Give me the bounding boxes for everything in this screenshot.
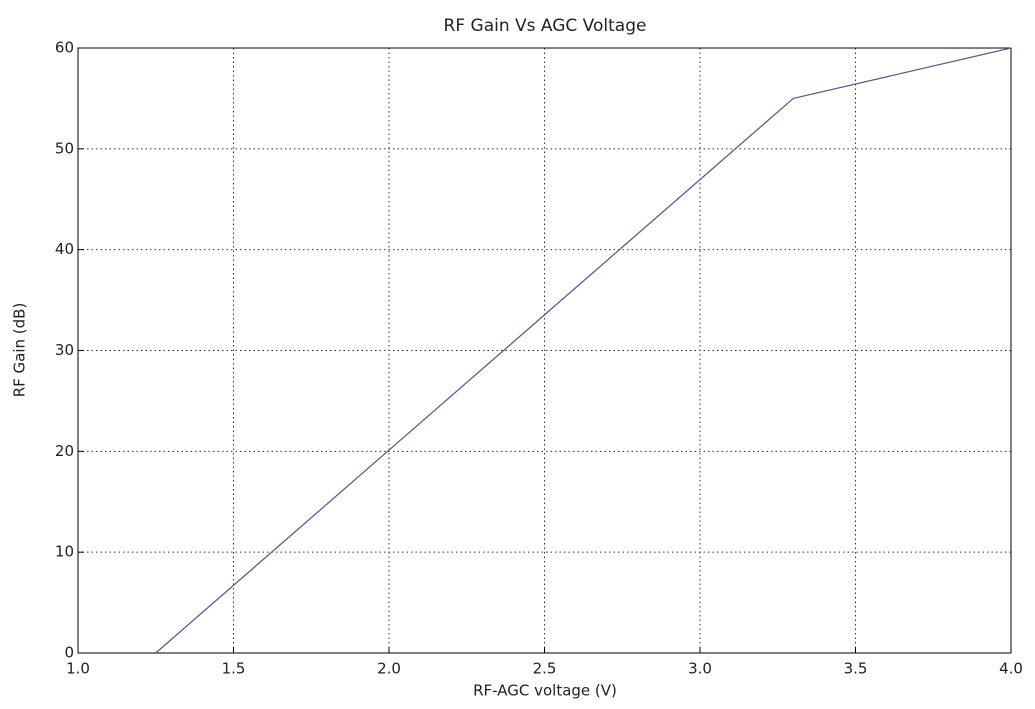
x-tick-label: 2.0 bbox=[377, 660, 401, 678]
y-tick-label: 50 bbox=[55, 139, 74, 157]
x-tick-label: 1.5 bbox=[222, 660, 246, 678]
y-tick-label: 40 bbox=[55, 240, 74, 258]
x-tick-label: 1.0 bbox=[66, 660, 90, 678]
data-line bbox=[155, 47, 1012, 654]
y-tick-label: 30 bbox=[55, 341, 74, 359]
y-tick-label: 60 bbox=[55, 39, 74, 57]
x-axis-label: RF-AGC voltage (V) bbox=[473, 682, 617, 700]
x-tick-label: 3.5 bbox=[844, 660, 868, 678]
x-tick-label: 3.0 bbox=[688, 660, 712, 678]
y-tick-label: 20 bbox=[55, 442, 74, 460]
y-tick-label: 0 bbox=[64, 644, 74, 662]
x-tick-label: 2.5 bbox=[533, 660, 557, 678]
y-tick-label: 10 bbox=[55, 543, 74, 561]
x-tick-label: 4.0 bbox=[999, 660, 1023, 678]
y-axis-label: RF Gain (dB) bbox=[11, 303, 29, 398]
plot-frame bbox=[77, 47, 1012, 654]
chart-title: RF Gain Vs AGC Voltage bbox=[444, 16, 647, 36]
